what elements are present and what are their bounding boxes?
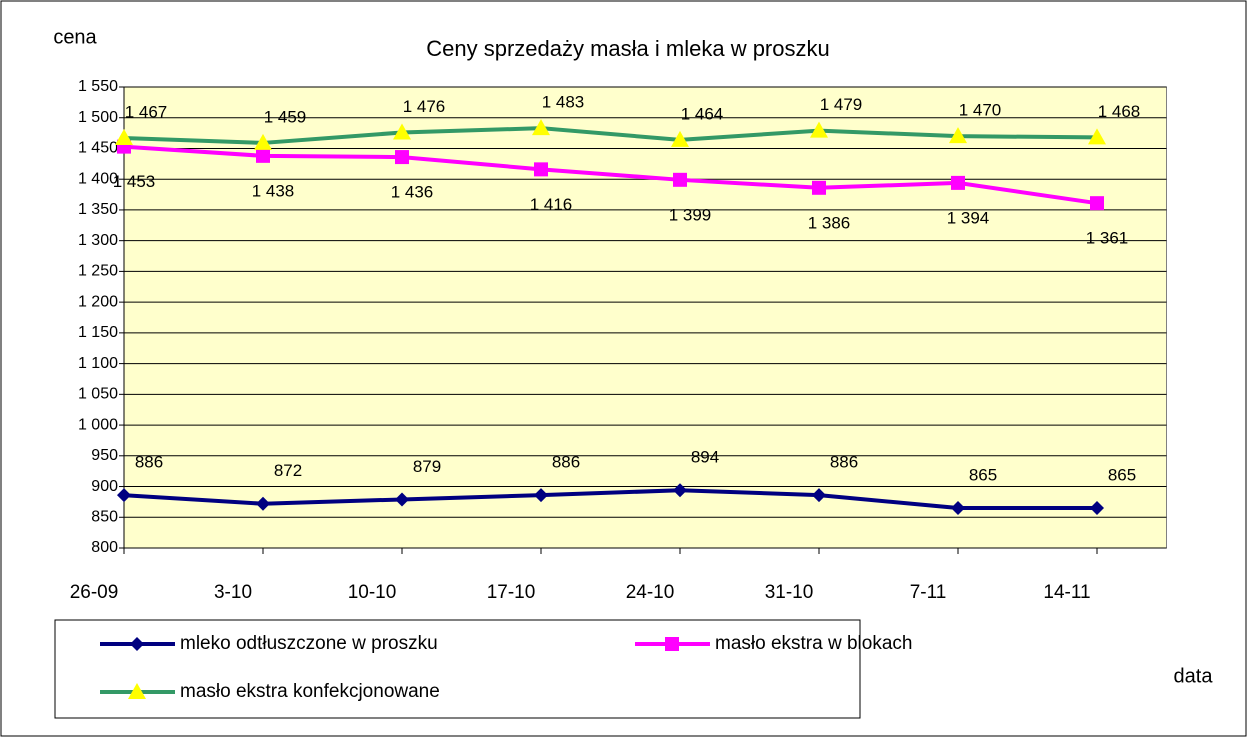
data-label: 1 436 bbox=[391, 183, 434, 202]
data-label: 865 bbox=[1108, 466, 1136, 485]
data-point bbox=[1088, 128, 1106, 145]
data-point bbox=[393, 123, 411, 140]
data-label: 1 361 bbox=[1086, 229, 1129, 248]
data-point bbox=[673, 172, 687, 187]
data-point bbox=[256, 148, 270, 163]
data-label: 886 bbox=[830, 453, 858, 472]
x-tick-label: 14-11 bbox=[1043, 582, 1090, 603]
y-tick-label: 1 100 bbox=[78, 355, 118, 372]
data-label: 886 bbox=[135, 453, 163, 472]
legend-marker bbox=[665, 637, 679, 651]
data-label: 1 468 bbox=[1098, 102, 1141, 121]
data-label: 1 394 bbox=[947, 208, 990, 227]
data-point bbox=[1090, 501, 1104, 516]
data-point bbox=[673, 483, 687, 498]
data-label: 1 438 bbox=[252, 181, 295, 200]
data-point bbox=[256, 496, 270, 511]
data-label: 1 386 bbox=[808, 213, 851, 232]
data-point bbox=[949, 127, 967, 144]
data-point bbox=[254, 133, 272, 150]
y-tick-label: 1 400 bbox=[78, 170, 118, 187]
y-tick-label: 800 bbox=[91, 539, 118, 556]
series-line bbox=[123, 144, 1098, 206]
legend-box bbox=[54, 619, 861, 719]
data-point bbox=[671, 130, 689, 147]
y-axis-title: cena bbox=[53, 26, 97, 48]
data-label: 1 467 bbox=[125, 103, 168, 122]
data-point bbox=[532, 119, 550, 136]
data-point bbox=[951, 501, 965, 516]
data-point bbox=[395, 150, 409, 165]
y-tick-label: 1 500 bbox=[78, 109, 118, 126]
x-tick-label: 7-11 bbox=[910, 582, 947, 603]
x-tick-label: 31-10 bbox=[765, 582, 814, 603]
legend-label: masło ekstra konfekcjonowane bbox=[180, 681, 440, 702]
data-point bbox=[1090, 196, 1104, 211]
y-tick-label: 1 300 bbox=[78, 232, 118, 249]
data-point bbox=[951, 175, 965, 190]
x-tick-label: 26-09 bbox=[70, 582, 119, 603]
data-label: 865 bbox=[969, 466, 997, 485]
y-tick-label: 950 bbox=[91, 447, 118, 464]
chart-title: Ceny sprzedaży masła i mleka w proszku bbox=[426, 36, 829, 61]
series-line bbox=[123, 488, 1097, 511]
x-tick-label: 10-10 bbox=[348, 582, 397, 603]
data-label: 879 bbox=[413, 457, 441, 476]
data-point bbox=[534, 162, 548, 177]
data-label: 1 470 bbox=[959, 101, 1002, 120]
y-tick-label: 1 050 bbox=[78, 386, 118, 403]
data-label: 1 459 bbox=[264, 107, 307, 126]
y-tick-label: 1 150 bbox=[78, 324, 118, 341]
data-label: 886 bbox=[552, 453, 580, 472]
y-tick-label: 900 bbox=[91, 478, 118, 495]
legend-label: mleko odtłuszczone w proszku bbox=[180, 633, 438, 654]
data-label: 894 bbox=[691, 448, 719, 467]
data-label: 1 476 bbox=[403, 97, 446, 116]
y-tick-label: 1 550 bbox=[78, 78, 118, 95]
data-label: 1 399 bbox=[669, 205, 712, 224]
data-point bbox=[812, 180, 826, 195]
data-point bbox=[115, 129, 133, 146]
legend-label: masło ekstra w blokach bbox=[715, 633, 912, 654]
y-tick-label: 850 bbox=[91, 508, 118, 525]
data-label: 1 416 bbox=[530, 195, 573, 214]
legend-marker bbox=[128, 683, 146, 699]
data-point bbox=[534, 488, 548, 503]
series-line bbox=[123, 126, 1098, 145]
y-tick-label: 1 200 bbox=[78, 293, 118, 310]
y-tick-label: 1 350 bbox=[78, 201, 118, 218]
data-point bbox=[117, 488, 131, 503]
y-tick-label: 1 000 bbox=[78, 416, 118, 433]
data-label: 1 479 bbox=[820, 95, 863, 114]
data-point bbox=[395, 492, 409, 507]
x-tick-label: 24-10 bbox=[626, 582, 675, 603]
data-label: 1 453 bbox=[113, 172, 156, 191]
x-tick-label: 17-10 bbox=[487, 582, 536, 603]
data-label: 1 464 bbox=[681, 104, 724, 123]
data-label: 872 bbox=[274, 461, 302, 480]
y-tick-label: 1 250 bbox=[78, 263, 118, 280]
legend-marker bbox=[130, 637, 144, 651]
x-tick-label: 3-10 bbox=[214, 582, 252, 603]
data-point bbox=[810, 121, 828, 138]
x-axis-title: data bbox=[1174, 665, 1214, 687]
data-label: 1 483 bbox=[542, 93, 585, 112]
y-tick-label: 1 450 bbox=[78, 140, 118, 157]
data-point bbox=[812, 488, 826, 503]
